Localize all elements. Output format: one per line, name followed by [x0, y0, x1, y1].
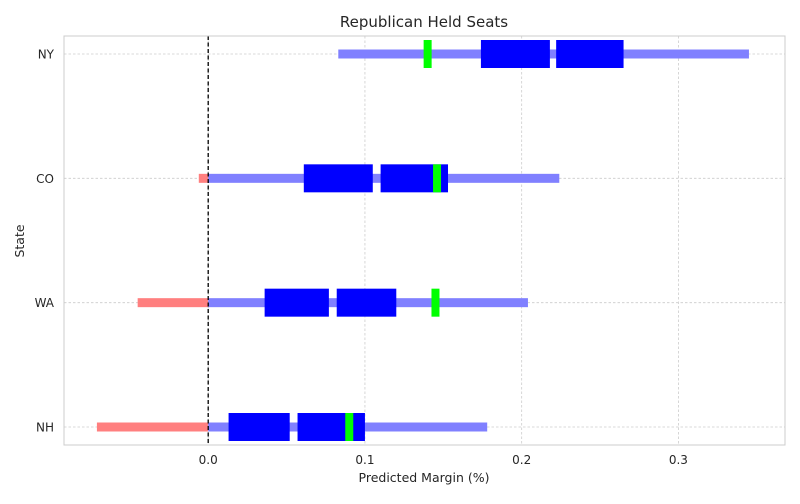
marks-layer [96, 36, 749, 445]
point-estimate-marker [431, 288, 440, 317]
x-tick-label: 0.0 [199, 453, 218, 467]
upper-interval-bar [556, 40, 624, 68]
category-label: NH [36, 421, 54, 435]
upper-interval-bar [336, 288, 397, 317]
lower-interval-bar [303, 164, 373, 193]
x-axis-label: Predicted Margin (%) [359, 470, 490, 485]
outer-range-negative-bar [96, 422, 209, 432]
upper-interval-bar [297, 413, 365, 441]
outer-range-negative-bar [137, 298, 209, 308]
lower-interval-bar [228, 413, 290, 441]
lower-interval-bar [480, 40, 550, 68]
category-label: NY [38, 48, 55, 62]
category-label: WA [35, 296, 55, 310]
outer-range-negative-bar [198, 173, 209, 183]
ticks-layer: 0.0 0.1 0.2 0.3 NY CO WA NH [35, 48, 688, 468]
point-estimate-marker [433, 164, 442, 193]
x-tick-label: 0.3 [669, 453, 688, 467]
category-label: CO [36, 172, 54, 186]
y-axis-label: State [12, 224, 27, 257]
lower-interval-bar [264, 288, 329, 317]
point-estimate-marker [345, 413, 354, 441]
grid-layer [64, 36, 785, 445]
x-tick-label: 0.1 [355, 453, 374, 467]
chart-title: Republican Held Seats [340, 13, 508, 31]
x-tick-label: 0.2 [512, 453, 531, 467]
point-estimate-marker [423, 40, 432, 68]
plot-frame [63, 35, 786, 446]
